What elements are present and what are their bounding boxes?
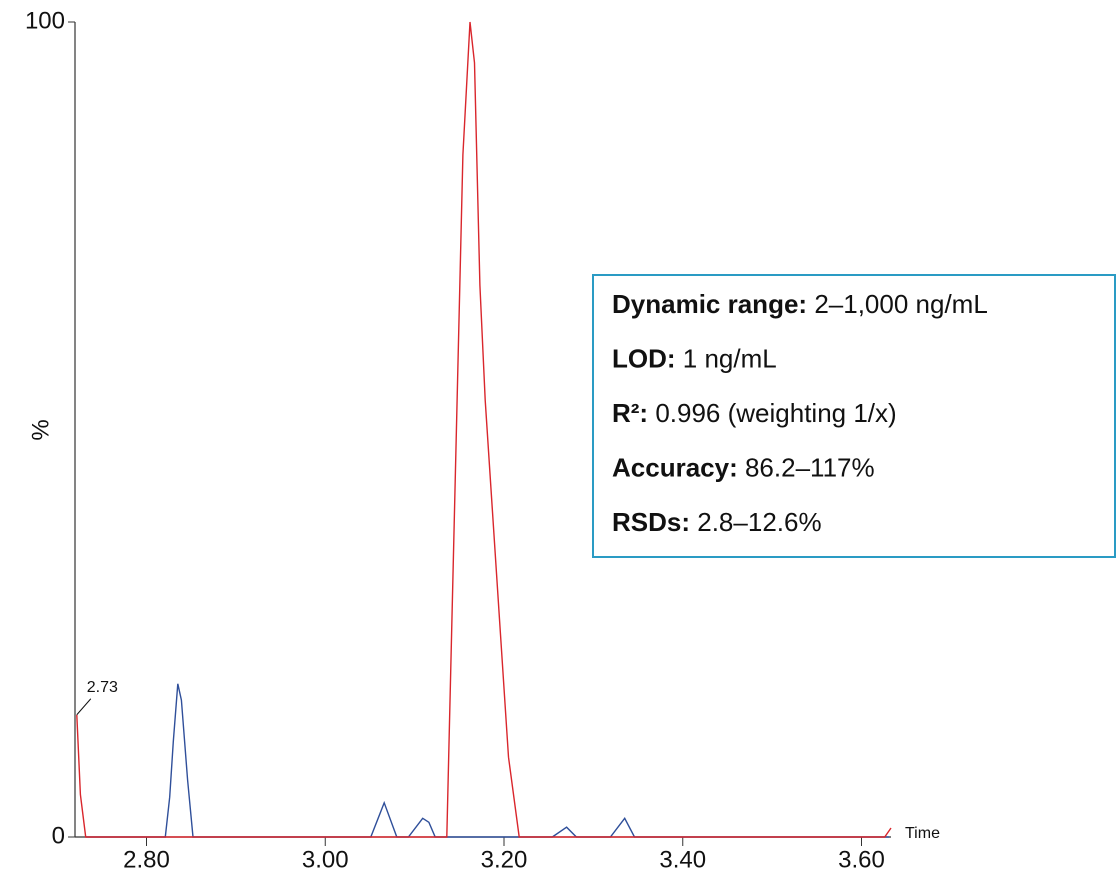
y-tick-label: 100 [25,7,65,34]
info-line: R²: 0.996 (weighting 1/x) [612,398,897,428]
info-label: Accuracy: [612,452,738,482]
y-axis-label: % [27,419,54,440]
x-tick-label: 3.00 [302,846,349,873]
annotation-leader [76,698,92,716]
x-tick-label: 2.80 [123,846,170,873]
series-line [85,683,890,838]
x-axis-label: Time [905,825,940,842]
info-line: LOD: 1 ng/mL [612,343,777,373]
info-label: Dynamic range: [612,289,807,319]
x-tick-label: 3.40 [659,846,706,873]
y-tick-label: 0 [52,822,65,849]
info-label: R²: [612,398,648,428]
annotation: 2.73 [87,679,118,696]
info-value: 1 ng/mL [683,343,777,373]
info-value: 2–1,000 ng/mL [814,289,987,319]
info-label: RSDs: [612,507,690,537]
info-line: Dynamic range: 2–1,000 ng/mL [612,289,988,319]
info-label: LOD: [612,343,676,373]
info-line: RSDs: 2.8–12.6% [612,507,822,537]
info-value: 2.8–12.6% [697,507,821,537]
info-line: Accuracy: 86.2–117% [612,452,875,482]
info-value: 0.996 (weighting 1/x) [655,398,896,428]
series-line [76,21,892,838]
x-tick-label: 3.20 [481,846,528,873]
info-value: 86.2–117% [745,452,875,482]
x-tick-label: 3.60 [838,846,885,873]
info-box [592,274,1116,558]
